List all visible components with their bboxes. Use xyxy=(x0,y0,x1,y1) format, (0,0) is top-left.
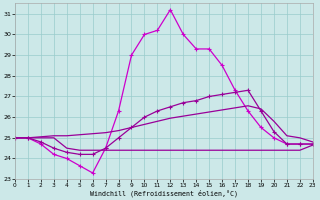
X-axis label: Windchill (Refroidissement éolien,°C): Windchill (Refroidissement éolien,°C) xyxy=(90,189,238,197)
